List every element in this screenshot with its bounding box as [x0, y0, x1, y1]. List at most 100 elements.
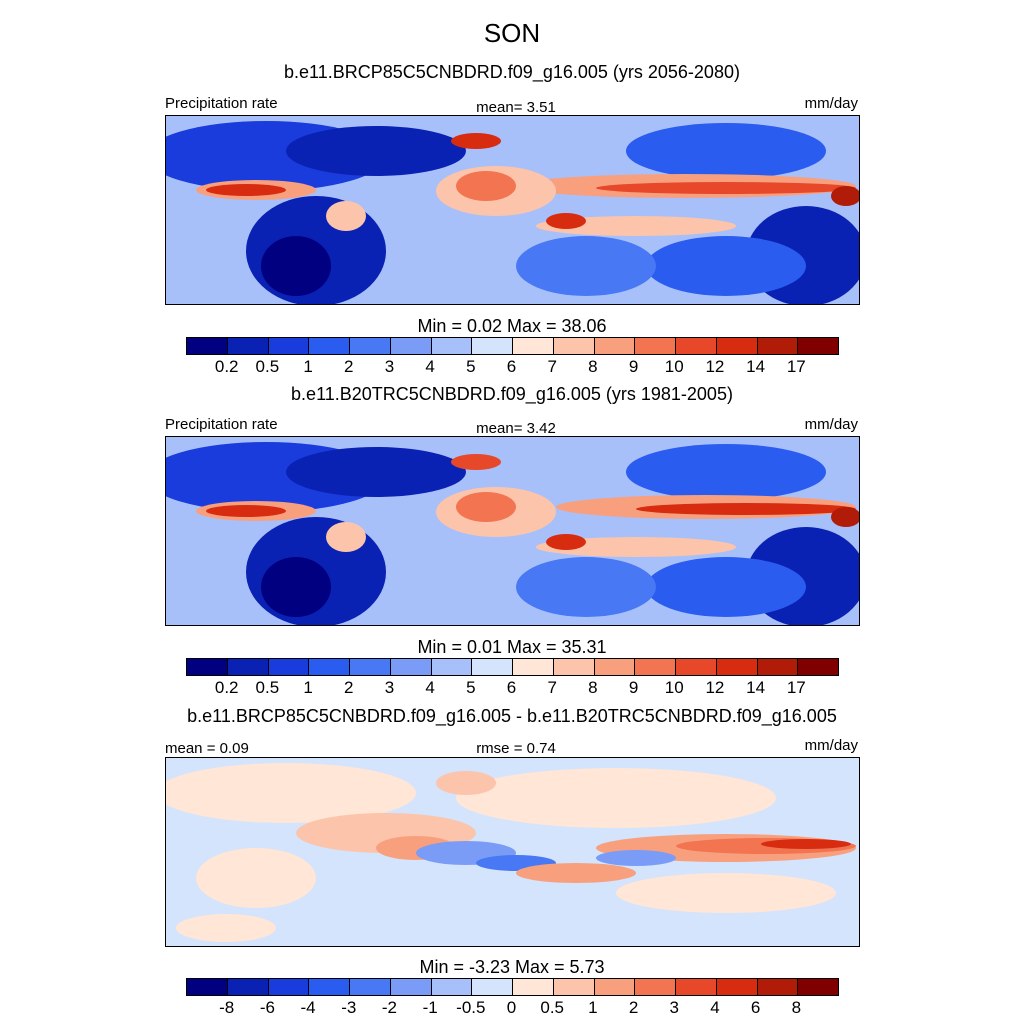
colorbar-tick-label: 0.2	[214, 357, 239, 376]
colorbar-swatch	[187, 979, 228, 995]
panel-2-min-max: Min = 0.01 Max = 35.31	[417, 637, 607, 657]
colorbar-swatch	[472, 659, 513, 675]
colorbar-tick-label: -3	[341, 998, 357, 1017]
colorbar-swatch	[309, 659, 350, 675]
colorbar-tick-label: 3	[384, 678, 395, 697]
colorbar-swatch	[431, 338, 473, 354]
colorbar-tick-label: 7	[547, 678, 557, 697]
colorbar-swatch	[227, 979, 269, 995]
colorbar-swatch	[676, 979, 717, 995]
colorbar-tick-label: 1	[303, 357, 313, 376]
colorbar-tick-label: 10	[664, 678, 684, 697]
colorbar-swatch	[268, 338, 310, 354]
colorbar-tick-label: 8	[588, 357, 598, 376]
colorbar-tick-label: 8	[588, 678, 598, 697]
panel-2-map	[165, 436, 860, 626]
colorbar-tick-label: 3	[669, 998, 679, 1017]
colorbar-swatch	[309, 979, 350, 995]
colorbar-tick-label: 1	[588, 998, 598, 1017]
panel-2-contour-field	[166, 437, 859, 625]
colorbar-tick-label: 0.5	[255, 678, 280, 697]
colorbar-tick-label: 10	[664, 357, 684, 376]
colorbar-swatch	[798, 659, 838, 675]
panel-3-colorbar	[186, 978, 839, 996]
colorbar-tick-label: 17	[786, 357, 806, 376]
colorbar-tick-label: 0.5	[255, 357, 280, 376]
colorbar-tick-label: 0	[506, 998, 517, 1017]
panel-1-variable-label: Precipitation rate	[165, 95, 278, 112]
panel-3-map	[165, 757, 860, 947]
colorbar-swatch	[187, 659, 228, 675]
colorbar-tick-label: 4	[425, 678, 435, 697]
colorbar-tick-label: 4	[710, 998, 720, 1017]
colorbar-tick-label: -2	[381, 998, 397, 1017]
colorbar-swatch	[635, 659, 676, 675]
colorbar-tick-label: 4	[425, 357, 435, 376]
panel-2-colorbar-labels: 0.2 0.5 1 2 3 4 5 6 7 8 9 10 12 14 17	[186, 678, 837, 700]
colorbar-swatch	[268, 979, 310, 995]
panel-1-map	[165, 115, 860, 305]
colorbar-tick-label: 6	[506, 678, 517, 697]
colorbar-swatch	[472, 338, 513, 354]
colorbar-tick-label: 6	[750, 998, 761, 1017]
panel-3-contour-field	[166, 758, 859, 946]
colorbar-swatch	[676, 338, 717, 354]
colorbar-swatch	[594, 338, 636, 354]
colorbar-tick-label: -4	[300, 998, 316, 1017]
panel-1-mean-label: mean= 3.51	[476, 99, 556, 116]
panel-3-mean-label: mean = 0.09	[165, 740, 249, 757]
colorbar-tick-label: 9	[628, 678, 639, 697]
panel-3-colorbar-labels: -8 -6 -4 -3 -2 -1 -0.5 0 0.5 1 2 3 4 6 8	[186, 998, 837, 1020]
panel-1-units-label: mm/day	[804, 95, 858, 112]
colorbar-tick-label: 1	[303, 678, 313, 697]
colorbar-swatch	[350, 659, 391, 675]
panel-2-variable-label: Precipitation rate	[165, 416, 278, 433]
colorbar-swatch	[187, 338, 228, 354]
colorbar-swatch	[635, 979, 676, 995]
colorbar-swatch	[553, 338, 595, 354]
colorbar-swatch	[676, 659, 717, 675]
colorbar-swatch	[309, 338, 350, 354]
colorbar-tick-label: -6	[259, 998, 275, 1017]
panel-1-contour-field	[166, 116, 859, 304]
colorbar-swatch	[798, 338, 838, 354]
colorbar-swatch	[390, 659, 432, 675]
colorbar-swatch	[350, 338, 391, 354]
colorbar-swatch	[594, 979, 636, 995]
panel-3-title: b.e11.BRCP85C5CNBDRD.f09_g16.005 - b.e11…	[187, 706, 837, 726]
colorbar-swatch	[594, 659, 636, 675]
colorbar-tick-label: -8	[219, 998, 235, 1017]
colorbar-swatch	[757, 338, 799, 354]
colorbar-swatch	[472, 979, 513, 995]
colorbar-tick-label: 3	[384, 357, 395, 376]
panel-2-title: b.e11.B20TRC5CNBDRD.f09_g16.005 (yrs 198…	[291, 384, 733, 404]
panel-1-min-max: Min = 0.02 Max = 38.06	[417, 316, 607, 336]
colorbar-swatch	[350, 979, 391, 995]
colorbar-tick-label: 0.5	[540, 998, 565, 1017]
colorbar-swatch	[431, 659, 473, 675]
colorbar-tick-label: 5	[466, 357, 476, 376]
panel-2-colorbar	[186, 658, 839, 676]
colorbar-tick-label: 9	[628, 357, 639, 376]
panel-2-units-label: mm/day	[804, 416, 858, 433]
panel-3-rmse-label: rmse = 0.74	[476, 740, 556, 757]
colorbar-swatch	[553, 659, 595, 675]
colorbar-swatch	[716, 338, 758, 354]
colorbar-tick-label: 12	[705, 678, 725, 697]
colorbar-tick-label: -0.5	[456, 998, 486, 1017]
figure-title: SON	[483, 18, 541, 48]
colorbar-tick-label: 5	[466, 678, 476, 697]
panel-1-colorbar	[186, 337, 839, 355]
panel-3-units-label: mm/day	[804, 737, 858, 754]
panel-3-min-max: Min = -3.23 Max = 5.73	[419, 957, 605, 977]
colorbar-swatch	[635, 338, 676, 354]
colorbar-swatch	[798, 979, 838, 995]
colorbar-tick-label: 2	[344, 357, 354, 376]
colorbar-swatch	[390, 338, 432, 354]
colorbar-swatch	[513, 338, 554, 354]
colorbar-tick-label: 8	[791, 998, 802, 1017]
colorbar-tick-label: 17	[786, 678, 806, 697]
colorbar-tick-label: 2	[628, 998, 639, 1017]
panel-1-colorbar-labels: 0.2 0.5 1 2 3 4 5 6 7 8 9 10 12 14 17	[186, 357, 837, 379]
colorbar-tick-label: 0.2	[214, 678, 239, 697]
